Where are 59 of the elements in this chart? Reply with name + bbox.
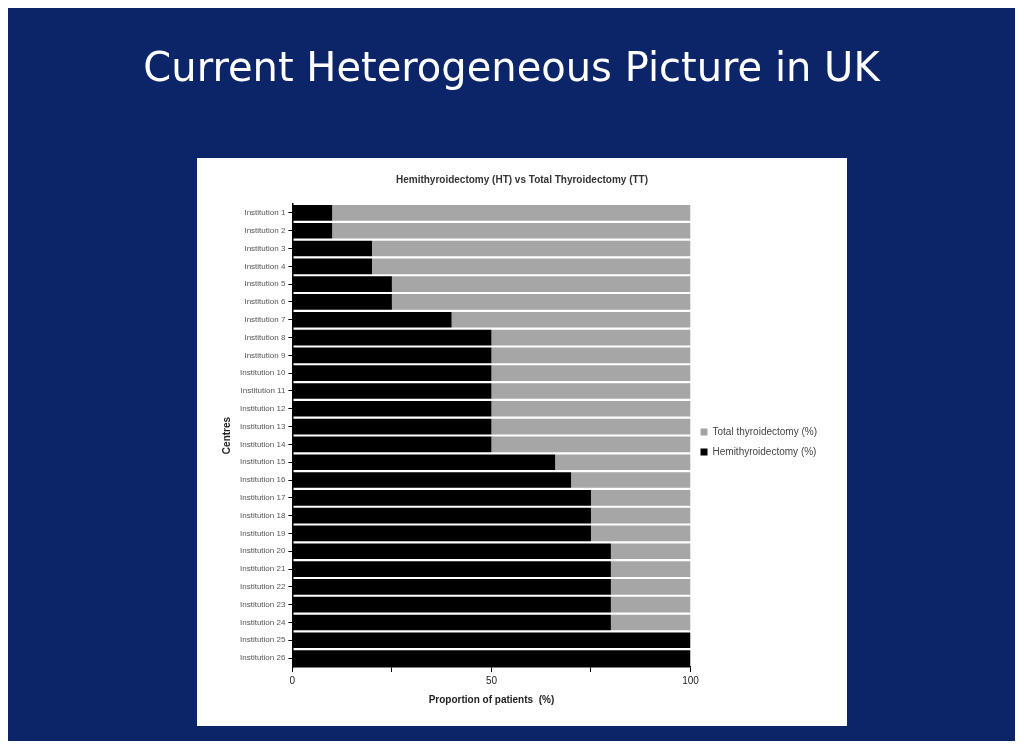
y-tick-label: Institution 6 (244, 297, 286, 307)
y-tick-label: Institution 2 (244, 225, 286, 235)
bar (372, 258, 691, 275)
y-tick-label: Institution 18 (239, 510, 286, 520)
bar (590, 525, 691, 542)
x-tick-label: 0 (289, 674, 296, 686)
x-tick-label: 50 (485, 674, 498, 686)
bar (610, 579, 691, 595)
bar (391, 276, 691, 292)
y-tick-label: Institution 22 (239, 582, 286, 592)
bar (555, 454, 691, 471)
bar (391, 294, 691, 310)
y-tick-label: Institution 5 (244, 279, 286, 289)
y-tick-label: Institution 11 (240, 386, 286, 396)
y-tick-label: Institution 23 (239, 599, 286, 609)
y-tick-label: Institution 26 (239, 653, 286, 663)
y-tick-label: Institution 19 (239, 528, 286, 538)
bar (610, 561, 691, 577)
y-tick-label: Institution 8 (244, 332, 286, 342)
bar (491, 383, 691, 399)
legend-label: Hemithyroidectomy (%) (712, 445, 817, 457)
bar (372, 240, 691, 257)
bar (332, 205, 691, 221)
bar (610, 614, 691, 631)
y-tick-label: Institution 24 (239, 617, 286, 627)
bar (491, 347, 691, 364)
y-tick-label: Institution 16 (239, 475, 286, 485)
y-axis-title: Centres (220, 416, 232, 455)
y-tick-label: Institution 1 (244, 208, 286, 218)
y-tick-label: Institution 21 (239, 564, 286, 574)
legend-label: Total thyroidectomy (%) (712, 425, 818, 437)
y-tick-label: Institution 9 (244, 350, 286, 360)
y-tick-label: Institution 17 (239, 493, 286, 503)
y-tick-label: Institution 10 (239, 368, 286, 378)
chart-subtitle: Hemithyroidectomy (HT) vs Total Thyroidectomy (TT) (395, 173, 649, 185)
y-tick-label: Institution 7 (244, 314, 286, 324)
x-axis-title: Proportion of patients (%) (428, 693, 555, 705)
chart-title: Current Heterogeneous Picture in UK (142, 44, 882, 90)
bar (491, 418, 691, 435)
y-tick-label: Institution 13 (239, 421, 286, 431)
y-tick-label: Institution 15 (239, 457, 286, 467)
bar (491, 400, 691, 417)
bar (491, 329, 691, 346)
y-tick-label: Institution 4 (244, 261, 286, 271)
bar (571, 472, 691, 488)
y-tick-label: Institution 14 (239, 439, 286, 449)
y-tick-label: Institution 3 (244, 243, 286, 253)
bar (610, 596, 691, 613)
y-tick-label: Institution 25 (239, 635, 286, 645)
y-tick-label: Institution 20 (239, 546, 286, 556)
bar (491, 436, 691, 453)
bar (610, 543, 691, 560)
bar (491, 365, 691, 382)
bar (590, 507, 691, 524)
bar (332, 222, 691, 239)
x-tick-label: 100 (682, 674, 700, 686)
bar (590, 489, 691, 506)
bar (451, 311, 691, 328)
y-tick-label: Institution 12 (239, 403, 286, 413)
